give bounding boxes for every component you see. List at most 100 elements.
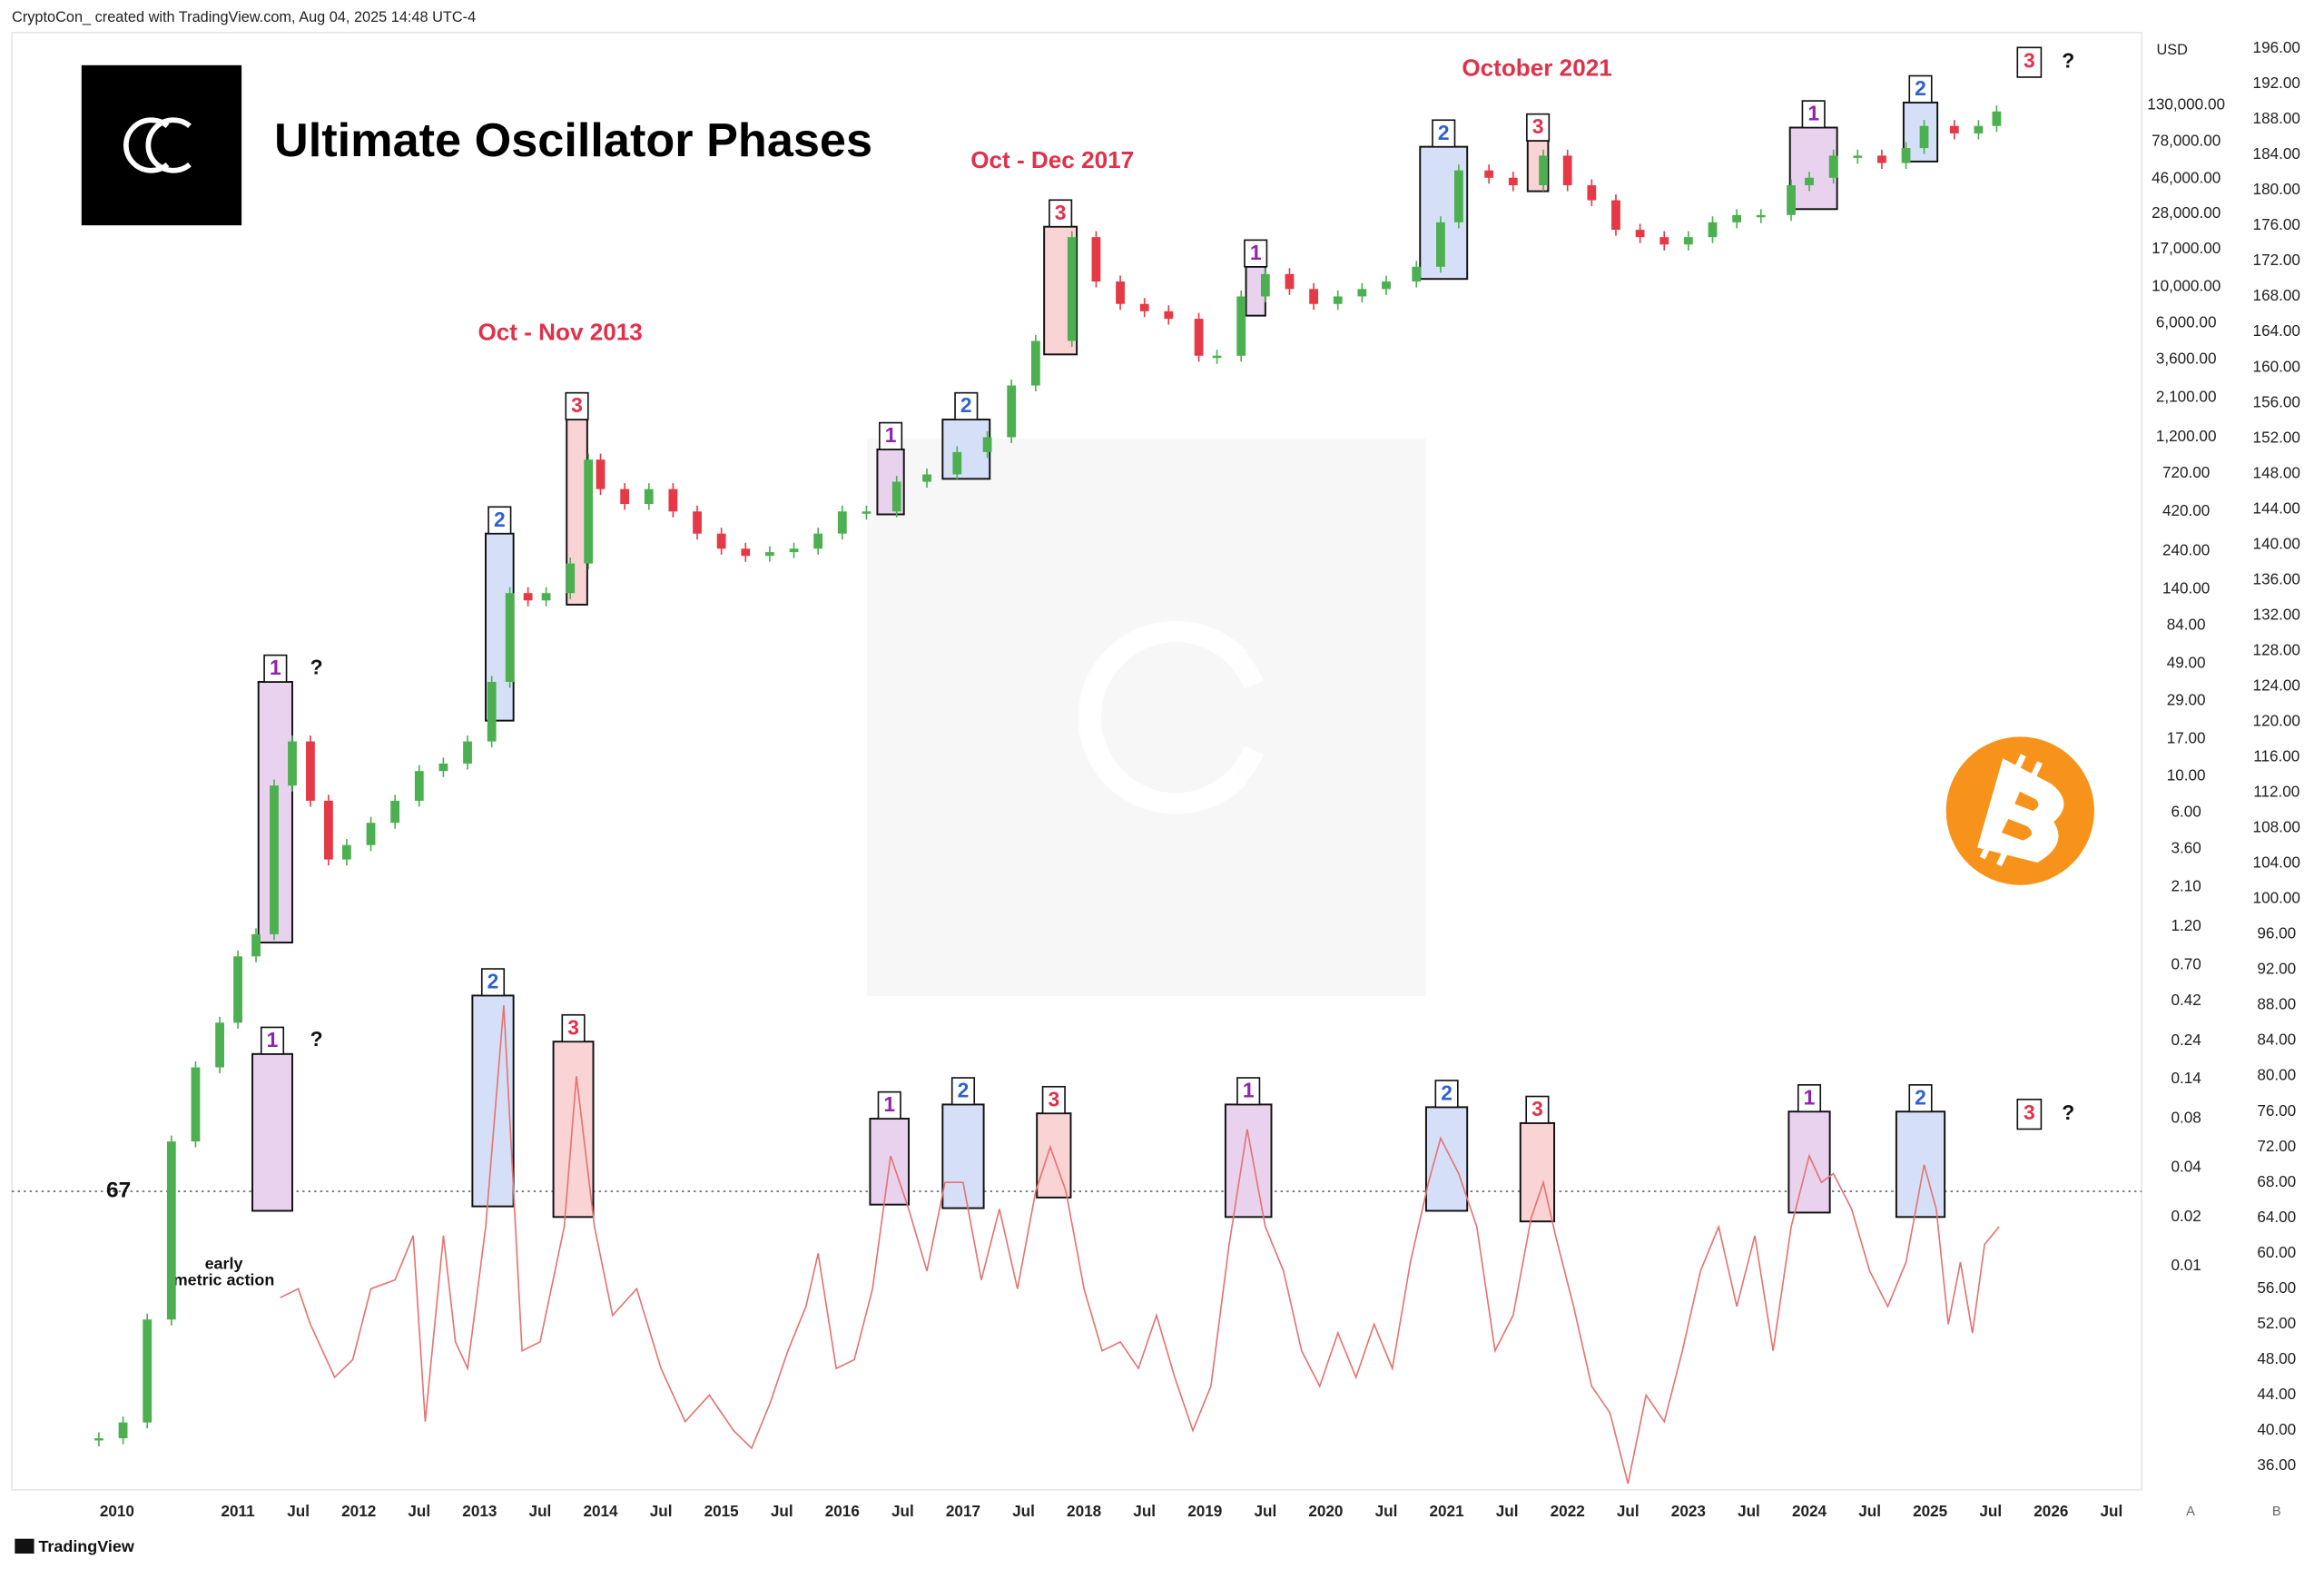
phase-label-box	[1525, 1095, 1550, 1124]
y2-tick-label: 124.00	[2253, 676, 2300, 694]
y-tick-label: 3,600.00	[2156, 349, 2217, 367]
y-tick-label: 0.42	[2171, 991, 2201, 1009]
x-tick-label: Jul	[1496, 1502, 1519, 1520]
oscillator-line	[280, 1005, 2000, 1485]
candle	[487, 681, 497, 742]
y2-tick-label: 128.00	[2253, 640, 2300, 658]
candle	[922, 474, 931, 482]
x-tick-label: Jul	[287, 1502, 310, 1520]
phase-label: 2	[958, 1079, 970, 1102]
candle	[166, 1141, 176, 1320]
candle	[94, 1438, 103, 1441]
y2-tick-label: 184.00	[2253, 144, 2300, 163]
candle	[1194, 319, 1204, 356]
x-tick-label: Jul	[891, 1502, 914, 1520]
y2-tick-label: 148.00	[2253, 463, 2300, 481]
phase-label: 1	[270, 656, 281, 679]
y2-tick-label: 156.00	[2253, 392, 2300, 410]
y-tick-label: 0.70	[2171, 954, 2201, 972]
phase-label: 3	[567, 1015, 579, 1039]
phase-label-box	[1049, 199, 1073, 228]
y-tick-label: 720.00	[2162, 463, 2210, 481]
candle	[251, 933, 261, 957]
y-tick-label: 240.00	[2162, 541, 2210, 559]
pending-note: ?	[2062, 49, 2074, 73]
candle	[1539, 155, 1548, 186]
candle	[233, 956, 242, 1023]
y-tick-label: 130,000.00	[2147, 94, 2225, 113]
candle	[644, 488, 654, 505]
phase-label: 2	[1915, 1085, 1926, 1109]
candle	[1683, 237, 1693, 245]
candle	[523, 593, 533, 601]
phase-box	[251, 1052, 293, 1212]
y2-tick-label: 72.00	[2257, 1137, 2296, 1155]
candle	[1919, 125, 1929, 149]
phase-box	[1895, 1110, 1946, 1219]
y2-tick-label: 52.00	[2257, 1314, 2296, 1332]
y-tick-label: 2,100.00	[2156, 387, 2217, 405]
y-tick-label: 0.08	[2171, 1109, 2201, 1127]
x-tick-label: 2018	[1067, 1502, 1101, 1520]
y-tick-label: 0.14	[2171, 1069, 2201, 1087]
y-tick-label: 0.02	[2171, 1207, 2201, 1225]
y-tick-label: 6.00	[2171, 803, 2201, 821]
y2-tick-label: 108.00	[2253, 818, 2300, 836]
phase-label: 2	[960, 393, 972, 417]
button[interactable]: B	[2272, 1505, 2281, 1519]
y2-tick-label: 168.00	[2253, 286, 2300, 304]
candle	[1587, 185, 1597, 201]
x-tick-label: Jul	[771, 1502, 793, 1520]
x-tick-label: Jul	[1738, 1502, 1760, 1520]
candle	[1007, 385, 1017, 438]
candle	[1333, 296, 1343, 304]
x-tick-label: Jul	[1133, 1502, 1156, 1520]
pending-label: 3	[2024, 49, 2035, 73]
candle	[1508, 177, 1518, 186]
phase-label-box	[1908, 74, 1933, 104]
y-tick-label: 1,200.00	[2156, 427, 2217, 445]
candle	[1635, 230, 1645, 238]
phase-label-box	[1432, 119, 1456, 148]
y-tick-label: 17.00	[2167, 728, 2206, 746]
pending-label-box	[2016, 46, 2043, 78]
y2-tick-label: 40.00	[2257, 1420, 2296, 1438]
y-tick-label: 10,000.00	[2152, 277, 2221, 295]
y-tick-label: 78,000.00	[2152, 131, 2221, 149]
candle	[1949, 125, 1959, 133]
y2-tick-label: 64.00	[2257, 1208, 2296, 1226]
y2-tick-label: 132.00	[2253, 605, 2300, 623]
y-tick-label: 0.24	[2171, 1031, 2201, 1049]
candle	[693, 511, 702, 534]
x-tick-label: 2020	[1308, 1502, 1343, 1520]
tv-icon	[15, 1538, 34, 1554]
annotation: early	[205, 1254, 243, 1272]
candle	[1992, 111, 2002, 126]
logo-mark	[123, 117, 192, 173]
phase-label-box	[879, 421, 903, 450]
y2-tick-label: 180.00	[2253, 180, 2300, 198]
y2-tick-label: 140.00	[2253, 534, 2300, 552]
phase-label: 1	[267, 1028, 279, 1051]
candle	[390, 800, 400, 824]
y2-tick-label: 60.00	[2257, 1243, 2296, 1261]
candle	[584, 459, 594, 564]
x-tick-label: Jul	[408, 1502, 430, 1520]
x-tick-label: 2015	[704, 1502, 740, 1520]
watermark-logo	[1078, 621, 1264, 814]
button[interactable]: A	[2186, 1505, 2195, 1519]
y-tick-label: 28,000.00	[2152, 203, 2221, 222]
candle	[1139, 303, 1149, 311]
phase-box	[1224, 1103, 1273, 1219]
y2-tick-label: 88.00	[2257, 995, 2296, 1013]
phase-label-box	[950, 1077, 976, 1106]
candle	[143, 1319, 153, 1423]
candle	[1453, 170, 1463, 222]
phase-label: 1	[1807, 102, 1819, 125]
candle	[1116, 281, 1125, 304]
candle	[891, 481, 901, 512]
y-tick-label: 3.60	[2171, 838, 2201, 856]
phase-label: 3	[1048, 1087, 1059, 1110]
candle	[118, 1422, 128, 1439]
